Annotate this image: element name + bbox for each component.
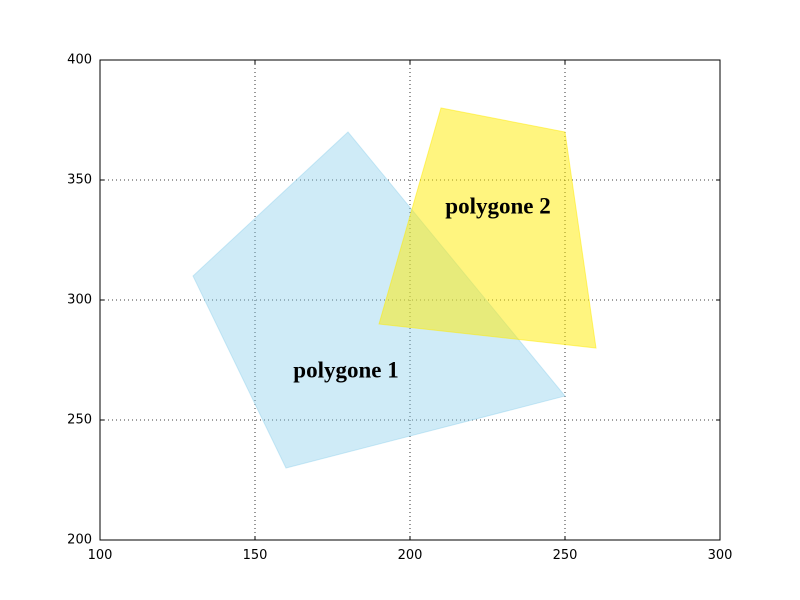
plot-area: polygone 1 polygone 2 xyxy=(99,59,721,541)
x-tick-label: 200 xyxy=(398,548,423,563)
x-tick-label: 300 xyxy=(708,548,733,563)
polygon-label: polygone 1 xyxy=(293,357,398,382)
x-tick-label: 150 xyxy=(243,548,268,563)
y-tick-label: 250 xyxy=(67,413,92,428)
x-tick-label: 250 xyxy=(553,548,578,563)
y-tick-label: 300 xyxy=(67,293,92,308)
y-tick-label: 350 xyxy=(67,173,92,188)
y-tick-label: 200 xyxy=(67,533,92,548)
polygon-label: polygone 2 xyxy=(445,193,550,218)
x-tick-label: 100 xyxy=(88,548,113,563)
y-tick-label: 400 xyxy=(67,53,92,68)
polygon xyxy=(378,107,597,349)
polygon xyxy=(192,131,566,469)
